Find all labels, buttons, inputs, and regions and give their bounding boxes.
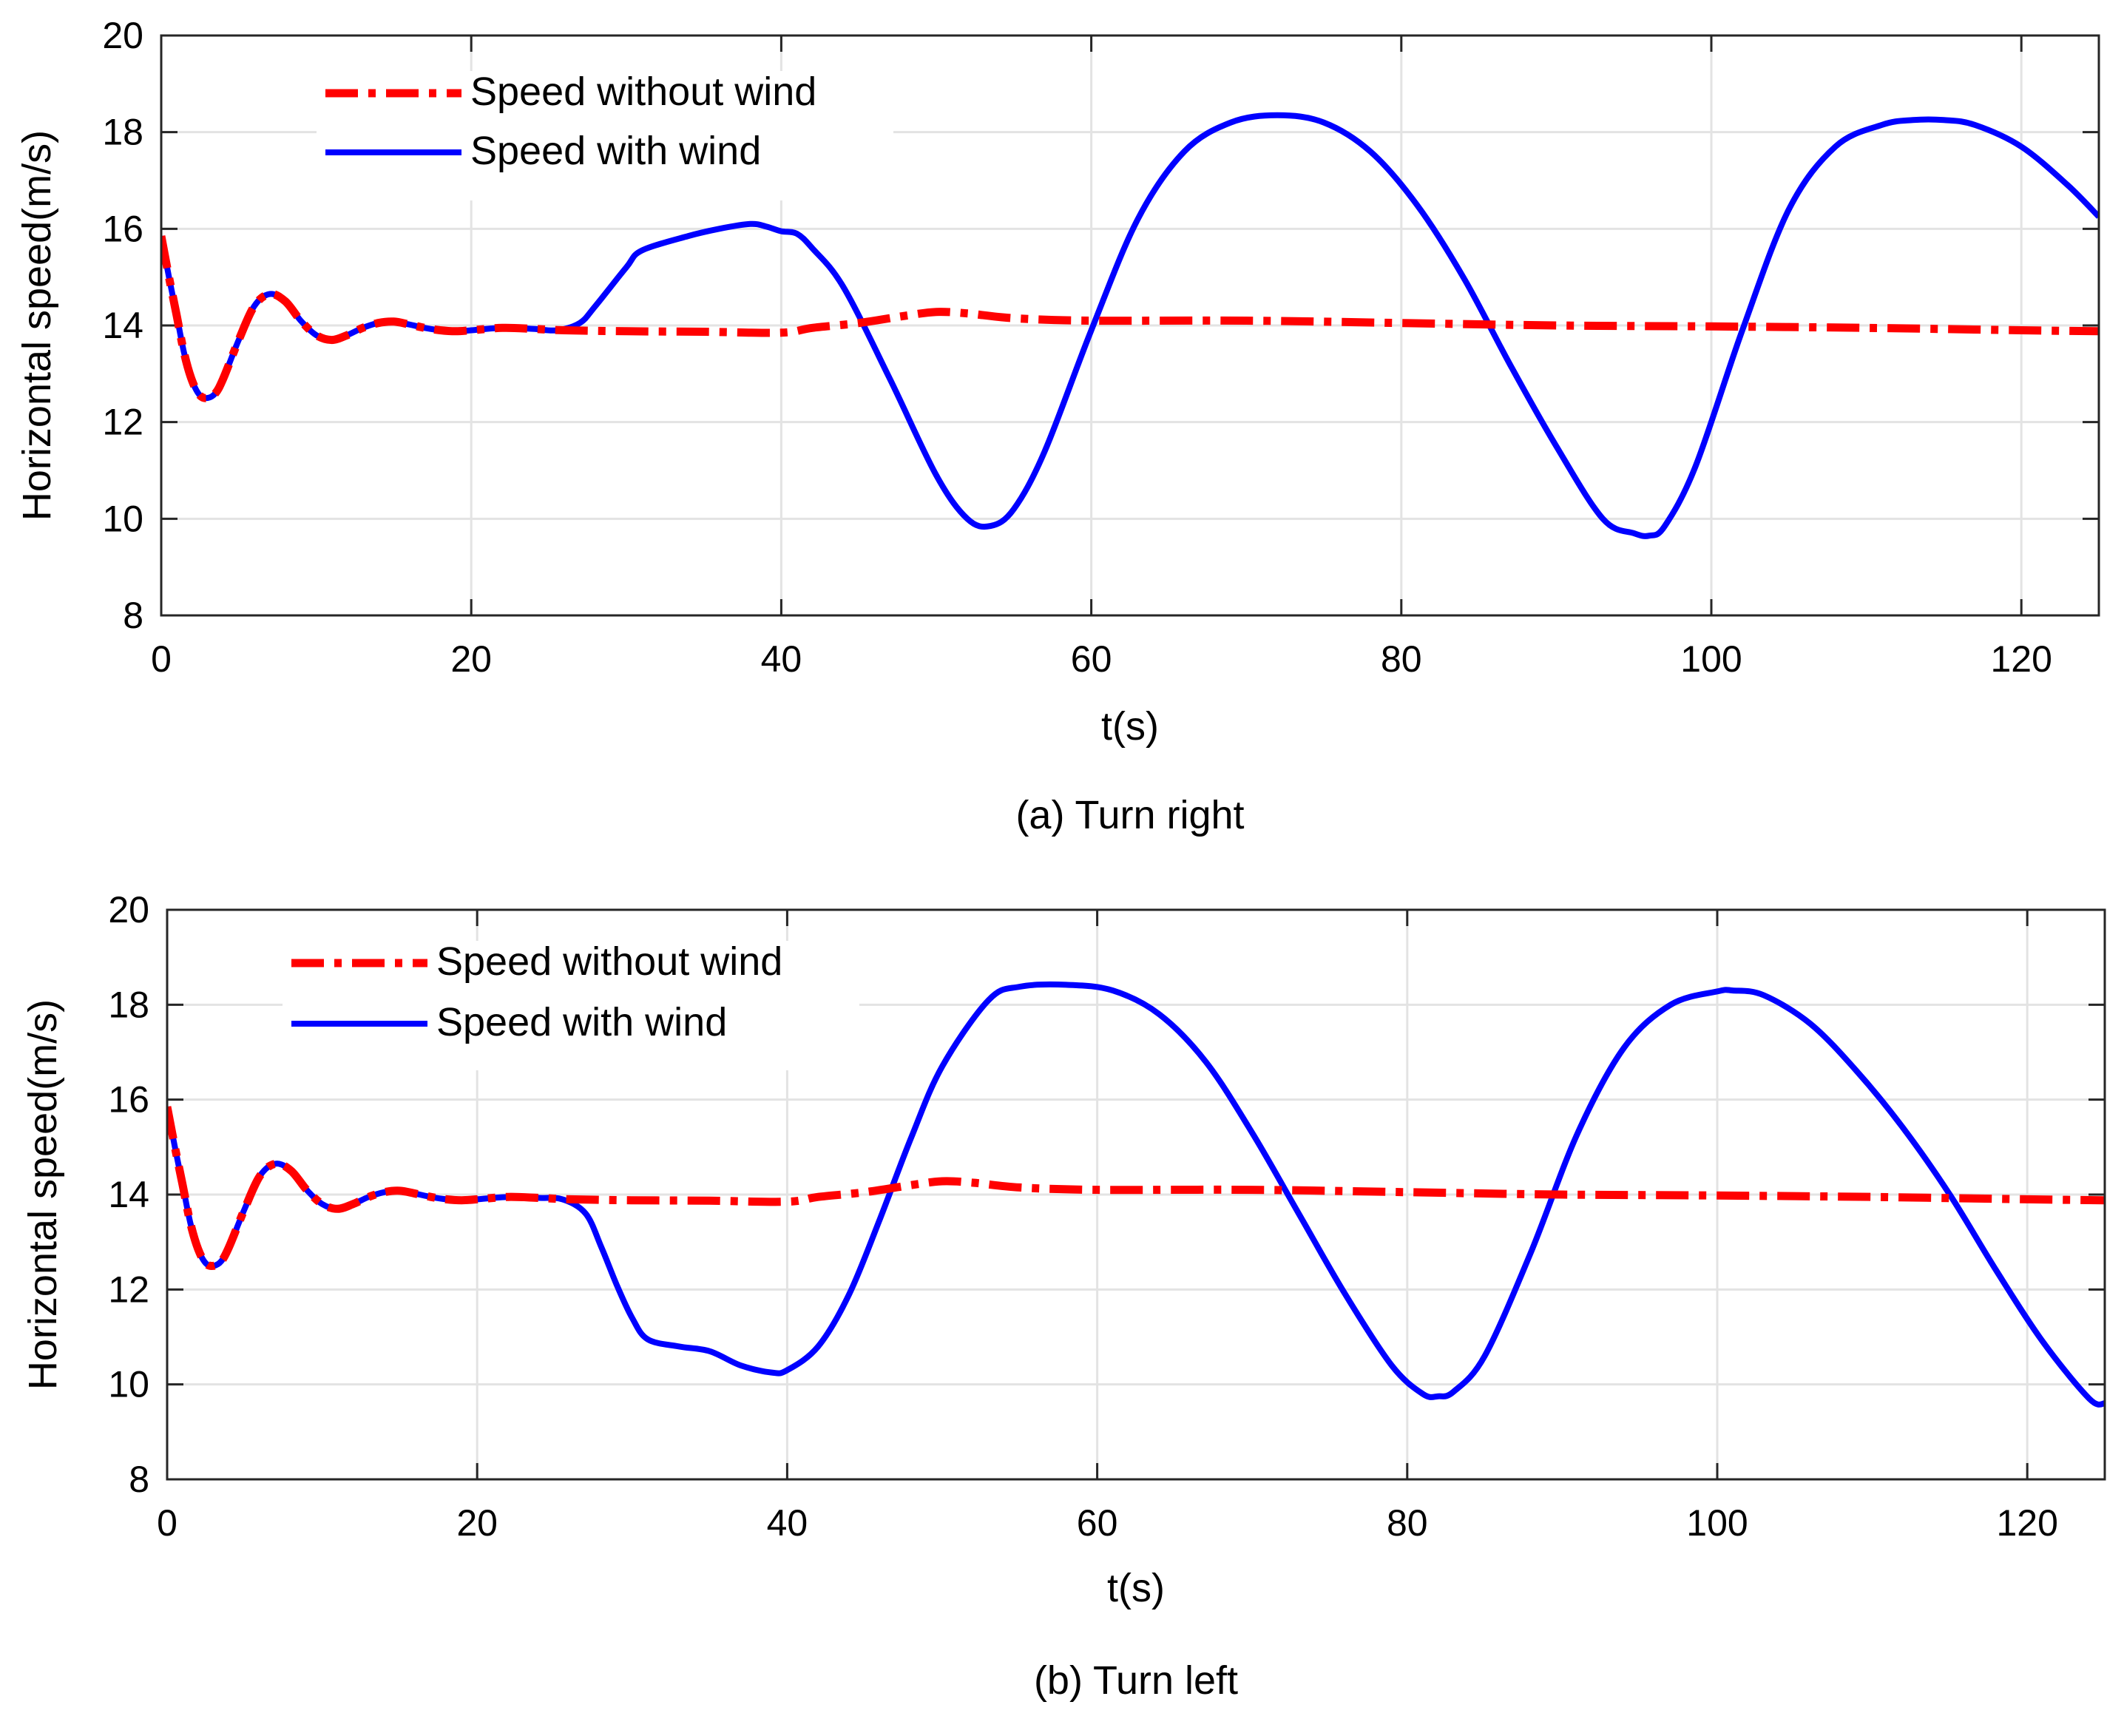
x-tick-label: 120	[1996, 1502, 2057, 1544]
series-group	[167, 981, 2105, 1408]
y-tick-label: 18	[102, 112, 143, 153]
x-tick-label: 0	[157, 1502, 177, 1544]
series-line-without-wind	[161, 235, 2099, 402]
y-tick-label: 10	[102, 498, 143, 539]
chart-b: 0 20 40 60 80 100 120 8 10 12 14 16 18 20 Speed withou…	[21, 889, 2106, 1703]
y-tick-label: 8	[129, 1459, 149, 1500]
y-tick-label: 14	[102, 305, 143, 346]
x-axis-label: t(s)	[1107, 1566, 1165, 1610]
series-line-without-wind	[167, 1106, 2105, 1271]
axes-box	[166, 908, 2106, 1481]
x-axis-label: t(s)	[1101, 704, 1159, 749]
y-tick-label: 12	[102, 402, 143, 443]
x-tick-label: 120	[1990, 638, 2052, 680]
legend-label-with-wind: Speed with wind	[436, 1000, 727, 1044]
y-tick-label: 12	[108, 1269, 149, 1310]
x-tick-label: 20	[456, 1502, 498, 1544]
x-tick-label: 100	[1686, 1502, 1748, 1544]
axes-box	[160, 34, 2100, 617]
series-group	[161, 112, 2099, 539]
chart-caption: (b) Turn left	[1034, 1658, 1238, 1703]
series-line-with-wind	[161, 112, 2099, 539]
y-tick-label: 20	[102, 15, 143, 56]
x-tick-label: 80	[1387, 1502, 1428, 1544]
y-tick-label: 8	[123, 595, 143, 636]
y-tick-label: 16	[108, 1079, 149, 1121]
y-tick-label: 18	[108, 984, 149, 1025]
x-tick-label: 40	[761, 638, 802, 680]
x-tick-label: 80	[1381, 638, 1422, 680]
y-axis-label: Horizontal speed(m/s)	[21, 999, 65, 1390]
legend-label-without-wind: Speed without wind	[470, 70, 816, 114]
x-tick-label: 20	[450, 638, 492, 680]
x-tick-label: 60	[1077, 1502, 1118, 1544]
y-tick-label: 10	[108, 1364, 149, 1405]
x-tick-label: 60	[1071, 638, 1112, 680]
x-tick-label: 100	[1680, 638, 1742, 680]
x-tick-label: 40	[767, 1502, 808, 1544]
y-axis-label: Horizontal speed(m/s)	[15, 130, 59, 521]
y-tick-label: 20	[108, 889, 149, 931]
y-tick-label: 14	[108, 1174, 149, 1215]
x-tick-label: 0	[151, 638, 172, 680]
chart-a: 0 20 40 60 80 100 120 8 10 12 14 16 18 20 Speed withou…	[15, 15, 2100, 837]
chart-caption: (a) Turn right	[1015, 793, 1244, 837]
y-tick-label: 16	[102, 208, 143, 249]
legend-label-with-wind: Speed with wind	[470, 129, 761, 173]
legend-label-without-wind: Speed without wind	[436, 939, 782, 984]
series-line-with-wind	[167, 981, 2105, 1408]
